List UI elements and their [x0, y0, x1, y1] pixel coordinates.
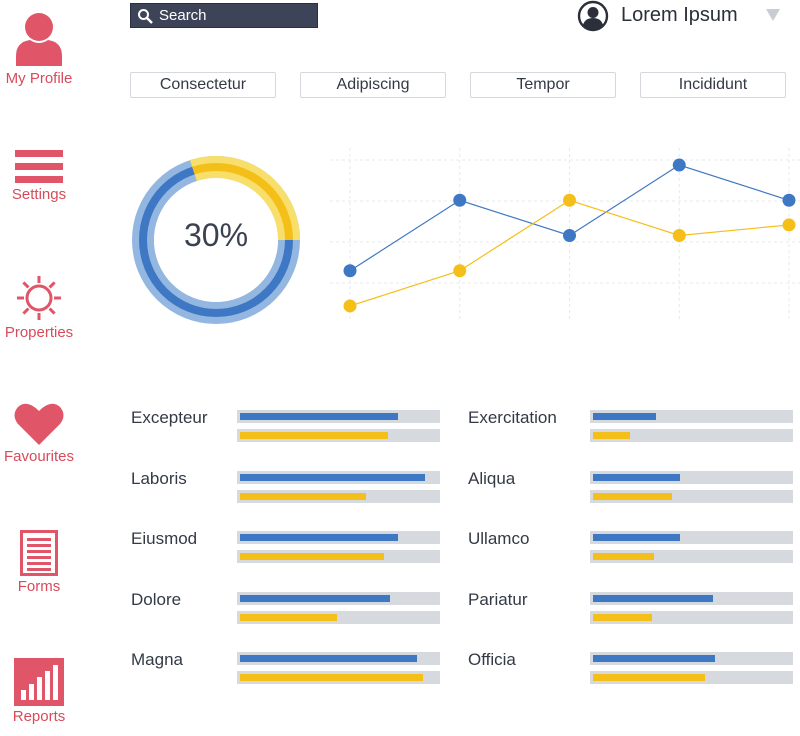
metric-bar-track-yellow	[237, 489, 440, 503]
search-icon	[138, 8, 153, 24]
metric-bar-fill-blue	[593, 473, 680, 481]
metric-bar-fill-yellow	[593, 553, 654, 560]
metric-bar-fill-yellow	[240, 613, 337, 621]
tab-consectetur[interactable]: Consectetur	[130, 72, 276, 98]
series-2-point	[343, 299, 357, 313]
metric-bar-fill-yellow	[593, 492, 672, 500]
metric-label: Dolore	[131, 589, 182, 609]
metric-label: Eiusmod	[131, 529, 198, 548]
hamburger-menu-icon	[15, 150, 63, 183]
metric-label: Laboris	[131, 468, 187, 488]
tab-tempor[interactable]: Tempor	[470, 72, 616, 98]
metric-bar-fill-blue	[240, 534, 398, 541]
profile-icon	[16, 13, 62, 66]
heart-icon	[14, 403, 64, 445]
metric-bar-track-yellow	[590, 489, 793, 503]
metric-bar-track-blue	[237, 410, 440, 423]
metric-bar-fill-yellow	[240, 674, 423, 681]
sun-gear-icon	[17, 276, 61, 320]
metric-bar-track-blue	[590, 591, 793, 605]
series-1-point	[453, 193, 467, 207]
sidebar-label: Favourites	[3, 448, 75, 465]
metric-bar-fill-blue	[593, 534, 680, 541]
metric-bar-fill-blue	[593, 594, 713, 602]
sidebar-label: Reports	[12, 708, 66, 725]
metric-bar-fill-blue	[240, 413, 398, 420]
metric-bar-track-blue	[237, 652, 440, 665]
metric-bar-track-blue	[590, 470, 793, 484]
search-bar	[130, 3, 318, 28]
sidebar-item-forms[interactable]: Forms	[0, 530, 78, 595]
metric-label: Ullamco	[468, 529, 530, 548]
sidebar-label: Properties	[4, 324, 74, 341]
series-1-point	[343, 264, 357, 278]
metric-bar-fill-blue	[240, 655, 417, 662]
search-input[interactable]	[159, 7, 299, 24]
user-name[interactable]: Lorem Ipsum	[621, 4, 738, 26]
metric-label: Exercitation	[468, 408, 557, 427]
metric-bar-track-yellow	[237, 550, 440, 563]
series-2-point	[782, 218, 796, 232]
tab-adipiscing[interactable]: Adipiscing	[300, 72, 446, 98]
metric-bar-track-yellow	[237, 610, 440, 624]
metric-bar-fill-yellow	[593, 432, 630, 439]
sidebar-item-reports[interactable]: Reports	[0, 658, 78, 725]
metric-bar-fill-blue	[593, 655, 715, 662]
metric-bar-track-blue	[237, 531, 440, 544]
metric-label: Pariatur	[468, 589, 528, 609]
sidebar-item-settings[interactable]: Settings	[0, 150, 78, 203]
series-2-point	[563, 193, 576, 207]
metric-bar-track-blue	[590, 652, 793, 665]
metric-label: Officia	[468, 650, 516, 669]
metric-bar-fill-yellow	[240, 553, 384, 560]
metric-bar-track-yellow	[237, 429, 440, 442]
series-2-point	[453, 264, 467, 278]
metric-bar-track-blue	[237, 591, 440, 605]
bar-chart-icon	[14, 658, 64, 706]
user-avatar-icon[interactable]	[577, 0, 609, 32]
metric-bar-fill-blue	[240, 594, 390, 602]
metric-bar-track-yellow	[590, 429, 793, 442]
sidebar-item-my-profile[interactable]: My Profile	[0, 8, 78, 87]
sidebar-label: Forms	[17, 578, 61, 595]
metric-label: Magna	[131, 650, 183, 669]
metric-bar-fill-yellow	[240, 432, 388, 439]
metric-label: Excepteur	[131, 408, 208, 427]
metric-bar-fill-blue	[240, 473, 425, 481]
tab-incididunt[interactable]: Incididunt	[640, 72, 786, 98]
sidebar-item-favourites[interactable]: Favourites	[0, 402, 78, 465]
metric-label: Aliqua	[468, 468, 516, 488]
metric-bar-track-blue	[590, 410, 793, 423]
donut-progress-inner	[139, 163, 293, 317]
sidebar-label: My Profile	[5, 70, 73, 87]
metric-bar-fill-blue	[593, 413, 656, 420]
sidebar-item-properties[interactable]: Properties	[0, 274, 78, 341]
line-chart	[330, 148, 800, 320]
metric-bar-track-yellow	[237, 671, 440, 684]
metric-bar-track-yellow	[590, 550, 793, 563]
progress-donut	[132, 156, 300, 324]
metric-bar-fill-yellow	[593, 613, 652, 621]
metric-bar-fill-yellow	[593, 674, 705, 681]
progress-percent-label: 30%	[183, 217, 249, 253]
series-1-point	[672, 158, 686, 172]
series-1-point	[782, 193, 796, 207]
chevron-down-icon[interactable]	[766, 9, 780, 21]
metric-bar-track-blue	[590, 531, 793, 544]
metric-bar-fill-yellow	[240, 492, 366, 500]
metric-bar-track-yellow	[590, 671, 793, 684]
form-list-icon	[20, 530, 58, 576]
series-1-point	[563, 229, 576, 242]
metric-bar-track-blue	[237, 470, 440, 484]
series-2-point	[672, 229, 686, 242]
metric-bar-track-yellow	[590, 610, 793, 624]
sidebar-label: Settings	[11, 186, 67, 203]
